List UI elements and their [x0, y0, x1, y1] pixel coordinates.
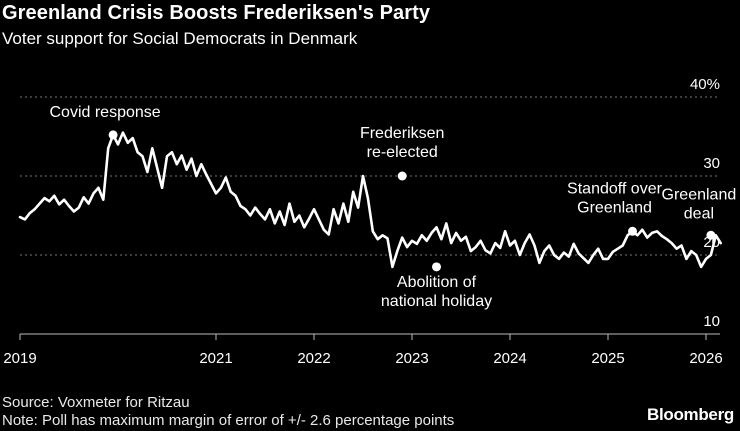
x-tick-label: 2019 [3, 350, 36, 367]
annotation-label: Frederiksen [360, 125, 444, 142]
annotation-label: Standoff over [567, 180, 663, 197]
annotation-label: Abolition of [397, 274, 477, 291]
chart-title: Greenland Crisis Boosts Frederiksen's Pa… [2, 2, 431, 24]
annotation-marker [706, 230, 716, 240]
y-tick-label: 10 [703, 313, 720, 330]
series-line [18, 131, 722, 269]
x-tick-label: 2025 [591, 350, 624, 367]
x-tick-label: 2023 [395, 350, 428, 367]
annotation-marker [628, 226, 637, 236]
annotation-marker [432, 262, 441, 272]
y-tick-label: 30 [703, 155, 720, 172]
bloomberg-logo: Bloomberg [646, 405, 734, 424]
annotation-marker [108, 130, 118, 140]
annotation-label: deal [684, 205, 714, 222]
x-tick-label: 2024 [493, 350, 526, 367]
annotation-label: national holiday [381, 293, 492, 310]
margin-of-error-note: Note: Poll has maximum margin of error o… [2, 412, 455, 429]
annotation-label: Greenland [662, 186, 737, 203]
y-tick-label: 40% [690, 76, 720, 93]
annotation-label: Covid response [50, 104, 161, 121]
x-tick-label: 2026 [689, 350, 722, 367]
source-note: Source: Voxmeter for Ritzau [2, 394, 190, 411]
annotation-label: re-elected [367, 144, 438, 161]
x-tick-label: 2021 [199, 350, 232, 367]
x-tick-label: 2022 [297, 350, 330, 367]
annotation-marker [397, 171, 407, 181]
annotation-label: Greenland [577, 199, 652, 216]
chart-subtitle: Voter support for Social Democrats in De… [2, 29, 358, 48]
